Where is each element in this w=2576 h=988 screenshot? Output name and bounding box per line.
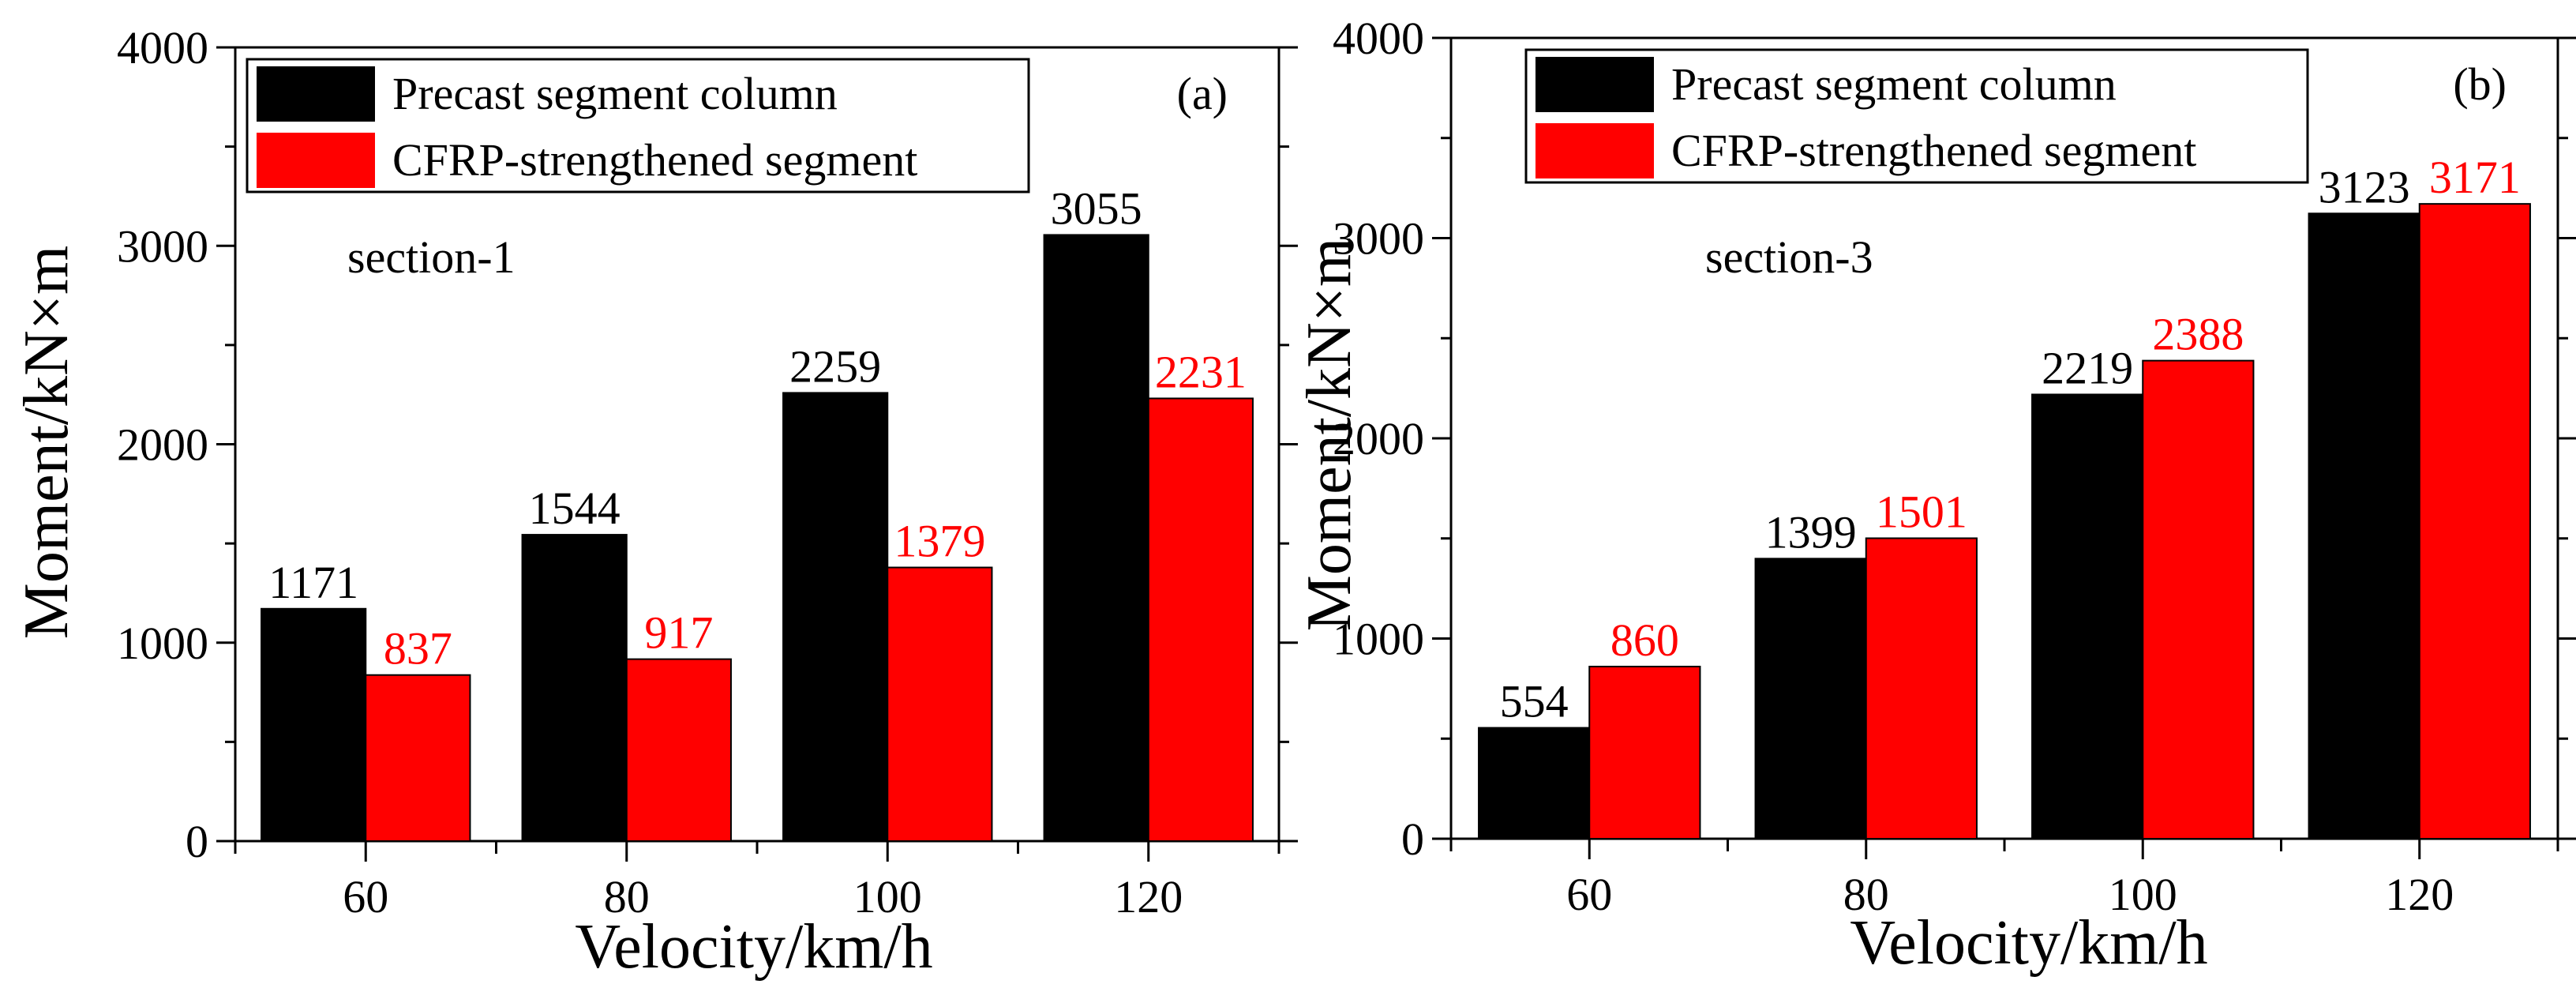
value-label-precast-100-a: 2259 (789, 340, 881, 392)
y-axis-title-b: Moment/kN×m (1295, 238, 1364, 631)
legend-label-cfrp-b: CFRP-strengthened segment (1671, 125, 2196, 176)
value-label-cfrp-80-b: 1501 (1876, 486, 1967, 537)
value-label-precast-80-b: 1399 (1765, 506, 1857, 558)
y-tick-label-a: 2000 (117, 419, 208, 471)
legend-box-a (246, 58, 1030, 193)
bar-cfrp-120-a (1147, 397, 1254, 842)
bar-cfrp-100-a (887, 566, 993, 842)
legend-swatch-cfrp-a (257, 133, 375, 188)
bar-cfrp-100-b (2142, 359, 2255, 840)
section-annotation-b: section-3 (1705, 231, 1873, 283)
legend-box-b (1524, 48, 2309, 184)
legend-swatch-cfrp-b (1535, 123, 1654, 178)
plot-area-a: 0 1000 2000 3000 4000 60 80 100 120 1171 1544 2259 3… (117, 22, 1298, 922)
y-tick-label-a: 0 (186, 816, 208, 867)
bar-cfrp-60-b (1588, 665, 1701, 840)
x-tick-label-a: 60 (343, 871, 388, 922)
value-label-cfrp-120-a: 2231 (1155, 346, 1247, 397)
panel-label-b: (b) (2453, 58, 2507, 110)
legend-swatch-precast-a (257, 66, 375, 122)
y-tick-label-b: 1000 (1333, 614, 1424, 665)
y-tick-label-b: 3000 (1333, 213, 1424, 265)
bar-cfrp-80-a (625, 658, 732, 843)
y-tick-label-b: 4000 (1333, 13, 1424, 64)
legend-swatch-precast-b (1535, 57, 1654, 112)
y-tick-label-b: 2000 (1333, 413, 1424, 464)
y-tick-label-a: 3000 (117, 220, 208, 272)
bar-precast-60-b (1478, 727, 1591, 840)
value-label-cfrp-80-a: 917 (644, 607, 713, 659)
plot-area-b: 0 1000 2000 3000 4000 60 80 100 120 554 1399 2219 31… (1333, 13, 2576, 920)
x-tick-label-b: 60 (1566, 869, 1612, 920)
x-axis-title-b: Velocity/km/h (1850, 908, 2207, 978)
bar-precast-100-a (782, 392, 889, 842)
chart-panel-a: 0 1000 2000 3000 4000 60 80 100 120 1171 1544 2259 3… (12, 22, 1298, 982)
bar-cfrp-60-a (365, 674, 471, 842)
value-label-cfrp-120-b: 3171 (2429, 152, 2521, 203)
x-tick-label-a: 80 (604, 871, 650, 922)
bar-cfrp-120-b (2418, 203, 2531, 840)
bar-precast-80-a (521, 534, 628, 842)
value-label-precast-120-b: 3123 (2319, 161, 2410, 212)
value-label-precast-60-b: 554 (1500, 676, 1569, 727)
bar-precast-120-a (1043, 234, 1149, 842)
legend-label-cfrp-a: CFRP-strengthened segment (392, 134, 917, 186)
value-label-precast-60-a: 1171 (268, 557, 358, 608)
bar-cfrp-80-b (1865, 537, 1978, 840)
value-label-precast-100-b: 2219 (2042, 342, 2133, 393)
x-tick-label-a: 120 (1114, 871, 1183, 922)
bar-precast-120-b (2308, 212, 2420, 840)
legend-label-precast-a: Precast segment column (392, 68, 838, 119)
x-tick-label-b: 80 (1843, 869, 1889, 920)
value-label-precast-120-a: 3055 (1051, 182, 1142, 234)
value-label-precast-80-a: 1544 (529, 483, 621, 534)
value-label-cfrp-60-b: 860 (1610, 614, 1679, 666)
x-tick-label-b: 120 (2385, 869, 2454, 920)
y-tick-label-a: 1000 (117, 618, 208, 669)
section-annotation-a: section-1 (347, 231, 516, 283)
value-label-cfrp-100-b: 2388 (2152, 309, 2244, 360)
y-axis-title-a: Moment/kN×m (12, 246, 81, 639)
bar-precast-80-b (1754, 558, 1867, 840)
x-axis-title-a: Velocity/km/h (575, 912, 932, 982)
y-tick-label-a: 4000 (117, 22, 208, 73)
value-label-cfrp-100-a: 1379 (894, 516, 985, 567)
x-tick-label-a: 100 (853, 871, 922, 922)
bar-precast-100-b (2031, 393, 2144, 840)
chart-panel-b: 0 1000 2000 3000 4000 60 80 100 120 554 1399 2219 31… (1295, 13, 2576, 978)
value-label-cfrp-60-a: 837 (384, 623, 452, 674)
y-tick-label-b: 0 (1401, 813, 1424, 865)
legend-label-precast-b: Precast segment column (1671, 58, 2117, 110)
x-tick-label-b: 100 (2109, 869, 2177, 920)
bar-precast-60-a (261, 607, 367, 842)
panel-label-a: (a) (1177, 68, 1228, 119)
